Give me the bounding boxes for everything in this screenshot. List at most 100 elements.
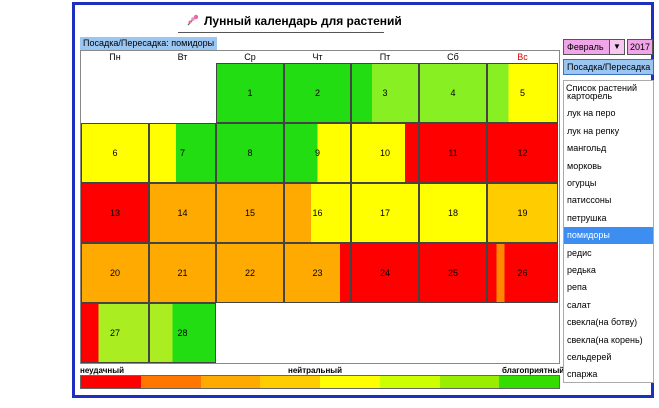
weekday-header: Вт [177, 52, 188, 62]
day-cell[interactable]: 10 [351, 123, 419, 183]
day-cell[interactable]: 6 [81, 123, 149, 183]
weekday-header: Ср [244, 52, 256, 62]
day-cell[interactable]: 21 [149, 243, 216, 303]
plant-list-item[interactable]: помидоры [564, 227, 653, 245]
day-cell[interactable]: 28 [149, 303, 216, 363]
plant-list-item[interactable]: репа [567, 282, 587, 293]
day-number: 2 [314, 88, 320, 98]
day-number: 4 [450, 88, 456, 98]
day-number: 19 [517, 208, 528, 218]
day-number: 13 [109, 208, 120, 218]
day-number: 10 [379, 148, 390, 158]
year-field[interactable]: 2017 [627, 39, 653, 55]
day-number: 6 [112, 148, 118, 158]
plant-list-item[interactable]: лук на перо [567, 108, 616, 119]
day-cell[interactable]: 19 [487, 183, 558, 243]
plant-list-item[interactable]: картофель [567, 91, 613, 101]
day-cell[interactable]: 24 [351, 243, 419, 303]
legend-good-label: благоприятный [502, 366, 565, 375]
day-number: 1 [247, 88, 253, 98]
plant-list-item[interactable]: редька [567, 265, 596, 275]
calendar-grid [80, 50, 560, 364]
plant-list-item[interactable]: мангольд [567, 143, 607, 154]
day-cell[interactable]: 8 [216, 123, 284, 183]
chevron-down-icon[interactable]: ▼ [609, 40, 624, 54]
plant-list-item[interactable]: лук на репку [567, 125, 620, 136]
legend-swatch [81, 376, 141, 388]
day-cell[interactable]: 4 [419, 63, 487, 123]
day-cell[interactable]: 27 [81, 303, 149, 363]
legend-neutral-label: нейтральный [288, 366, 343, 375]
weekday-header: Чт [312, 52, 323, 62]
month-value: Февраль [567, 42, 604, 52]
day-number: 12 [517, 148, 528, 158]
plant-list[interactable]: Список растений картофель лук на перо лук … [563, 80, 654, 383]
plant-list-header: Список растений [566, 83, 638, 94]
day-number: 15 [244, 208, 255, 218]
day-number: 5 [519, 88, 525, 98]
plant-list-item[interactable]: патиссоны [567, 195, 612, 206]
day-number: 21 [177, 268, 188, 278]
day-number: 25 [447, 268, 458, 278]
day-number: 18 [447, 208, 458, 218]
plant-list-item[interactable]: петрушка [567, 212, 607, 223]
plant-list-item[interactable]: редис [567, 247, 592, 258]
day-number: 16 [312, 208, 323, 218]
day-number: 20 [109, 268, 120, 278]
legend-swatch [439, 376, 500, 388]
day-cell[interactable]: 22 [216, 243, 284, 303]
weekday-header: Вс [517, 52, 528, 62]
planting-mode-button[interactable]: Посадка/Пересадка [563, 59, 654, 75]
day-cell[interactable]: 18 [419, 183, 487, 243]
weekday-header: Сб [447, 52, 459, 62]
day-cell[interactable]: 9 [284, 123, 351, 183]
legend-swatch [260, 376, 320, 388]
day-number: 17 [379, 208, 390, 218]
legend-swatch [200, 376, 261, 388]
day-cell[interactable]: 14 [149, 183, 216, 243]
plant-list-item[interactable]: свекла(на корень) [567, 334, 643, 345]
legend-bar [80, 375, 560, 389]
day-number: 23 [312, 268, 323, 278]
day-number: 26 [517, 268, 528, 278]
day-cell[interactable]: 26 [487, 243, 558, 303]
plant-list-item[interactable]: салат [567, 299, 591, 310]
day-cell[interactable]: 13 [81, 183, 149, 243]
plant-list-item[interactable]: морковь [567, 160, 602, 171]
day-cell[interactable]: 23 [284, 243, 351, 303]
plant-list-item[interactable]: спаржа [567, 369, 598, 380]
legend-swatch [140, 376, 201, 388]
day-cell[interactable]: 3 [351, 63, 419, 123]
plant-list-item[interactable]: свекла(на ботву) [567, 317, 638, 328]
legend-bad-label: неудачный [80, 366, 124, 375]
weekday-header: Пн [109, 52, 121, 62]
day-number: 9 [314, 148, 320, 158]
day-cell[interactable]: 2 [284, 63, 351, 123]
day-number: 14 [177, 208, 188, 218]
day-number: 7 [179, 148, 185, 158]
page-title: Лунный календарь для растений [186, 14, 402, 28]
legend-swatch [320, 376, 380, 388]
day-cell[interactable]: 12 [487, 123, 558, 183]
mode-label: Посадка/Пересадка: помидоры [80, 37, 218, 50]
day-cell[interactable]: 5 [487, 63, 558, 123]
day-cell[interactable]: 11 [419, 123, 487, 183]
flower-icon [187, 14, 199, 26]
day-number: 8 [247, 148, 253, 158]
page-title-text: Лунный календарь для растений [204, 14, 402, 28]
day-number: 3 [382, 88, 388, 98]
legend-swatch [379, 376, 440, 388]
plant-list-item[interactable]: сельдерей [567, 352, 612, 362]
legend-swatch [499, 376, 559, 388]
day-cell[interactable]: 7 [149, 123, 216, 183]
day-number: 11 [448, 148, 458, 158]
day-cell[interactable]: 25 [419, 243, 487, 303]
day-number: 27 [109, 328, 120, 338]
plant-list-item[interactable]: огурцы [567, 178, 597, 188]
day-cell[interactable]: 15 [216, 183, 284, 243]
day-cell[interactable]: 16 [284, 183, 351, 243]
month-select[interactable]: Февраль ▼ [563, 39, 625, 55]
day-cell[interactable]: 1 [216, 63, 284, 123]
day-cell[interactable]: 17 [351, 183, 419, 243]
day-cell[interactable]: 20 [81, 243, 149, 303]
